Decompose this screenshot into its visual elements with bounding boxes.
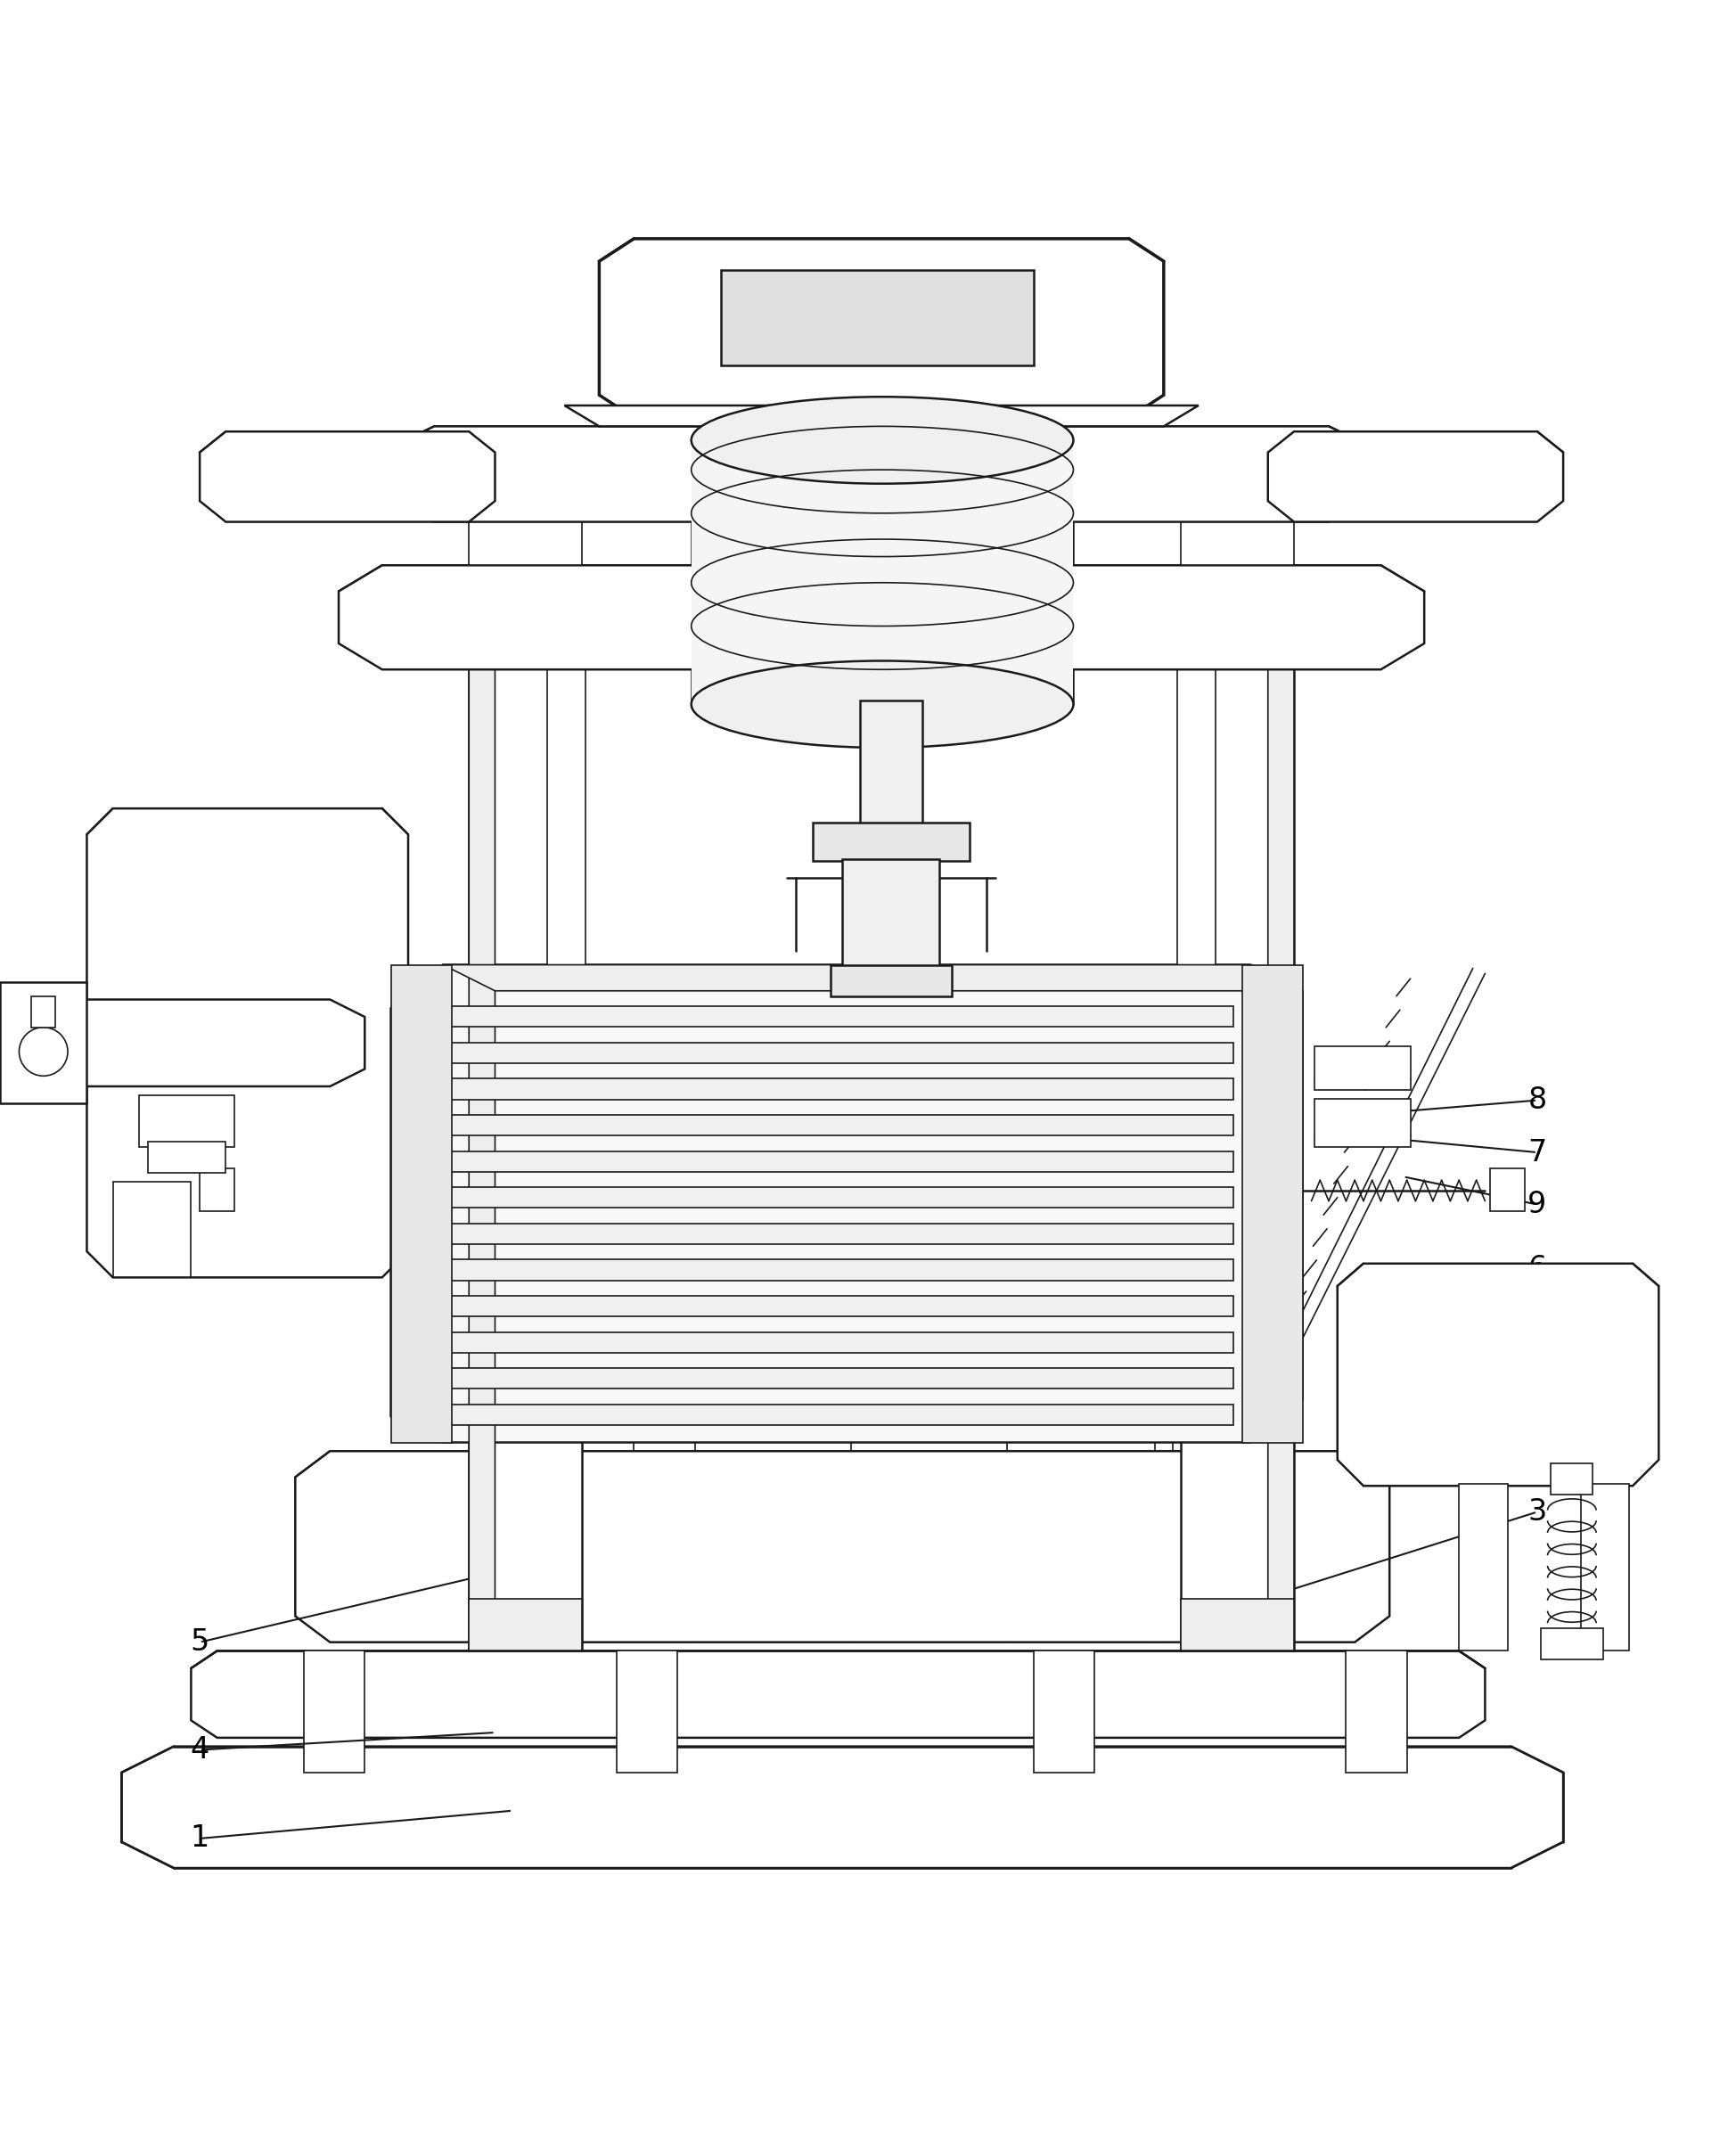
Text: 5: 5 — [191, 1627, 208, 1657]
Bar — [1314, 1099, 1410, 1148]
Text: 8: 8 — [1528, 1086, 1545, 1116]
Polygon shape — [408, 1043, 1233, 1063]
Bar — [469, 584, 582, 1651]
Polygon shape — [408, 1368, 1233, 1390]
Bar — [812, 823, 969, 862]
Polygon shape — [408, 1080, 1233, 1099]
Polygon shape — [408, 1259, 1233, 1281]
Polygon shape — [408, 1007, 1233, 1026]
Bar — [0, 981, 87, 1103]
Text: 7: 7 — [1528, 1137, 1545, 1167]
Polygon shape — [599, 239, 1163, 417]
Polygon shape — [408, 1150, 1233, 1172]
Text: 1: 1 — [191, 1824, 208, 1854]
Polygon shape — [1180, 522, 1293, 564]
Polygon shape — [0, 1001, 365, 1086]
Polygon shape — [1267, 432, 1562, 522]
Bar — [859, 701, 922, 825]
Polygon shape — [469, 556, 495, 1651]
Polygon shape — [200, 432, 495, 522]
Polygon shape — [1337, 1264, 1658, 1486]
Bar — [1550, 1462, 1592, 1494]
Bar — [1033, 1651, 1094, 1772]
Bar — [1241, 964, 1302, 1443]
Polygon shape — [1250, 964, 1302, 1443]
Bar — [1458, 1484, 1507, 1651]
Bar — [1180, 584, 1293, 1651]
Bar — [830, 964, 951, 996]
Ellipse shape — [691, 398, 1073, 483]
Polygon shape — [408, 1187, 1233, 1208]
Bar — [1580, 1484, 1628, 1651]
Bar — [391, 964, 451, 1443]
Polygon shape — [691, 440, 1073, 703]
Polygon shape — [295, 1452, 1389, 1642]
Bar — [113, 1182, 191, 1276]
Bar — [200, 1167, 234, 1212]
Bar — [547, 584, 585, 964]
Bar — [616, 1651, 677, 1772]
Bar — [1345, 1651, 1406, 1772]
Polygon shape — [1267, 556, 1293, 1651]
Polygon shape — [443, 964, 1302, 990]
Polygon shape — [391, 425, 1371, 522]
Polygon shape — [408, 1223, 1233, 1244]
Bar — [1489, 1167, 1524, 1212]
Bar — [139, 1095, 234, 1148]
Bar — [1540, 1629, 1602, 1659]
Polygon shape — [469, 522, 582, 564]
Polygon shape — [87, 808, 408, 1276]
Polygon shape — [122, 1747, 1562, 1869]
Bar — [304, 1651, 365, 1772]
Polygon shape — [339, 564, 1424, 669]
Polygon shape — [391, 964, 1302, 1443]
Text: 4: 4 — [191, 1736, 208, 1764]
Bar — [1180, 1599, 1293, 1651]
Polygon shape — [408, 1405, 1233, 1426]
Text: 6: 6 — [1528, 1255, 1545, 1283]
Text: 2: 2 — [1528, 1394, 1545, 1422]
Text: 9: 9 — [1528, 1189, 1545, 1219]
Polygon shape — [408, 1332, 1233, 1353]
Bar — [1314, 1045, 1410, 1090]
Polygon shape — [191, 1651, 1484, 1738]
Bar — [31, 996, 56, 1028]
Bar — [469, 1599, 582, 1651]
Bar — [1177, 584, 1215, 964]
Text: 3: 3 — [1528, 1497, 1545, 1527]
Circle shape — [19, 1028, 68, 1075]
Bar — [720, 269, 1033, 366]
Ellipse shape — [691, 661, 1073, 748]
Polygon shape — [408, 1296, 1233, 1317]
Polygon shape — [564, 406, 1198, 425]
Polygon shape — [408, 1114, 1233, 1135]
Bar — [148, 1142, 226, 1174]
Bar — [842, 859, 939, 969]
